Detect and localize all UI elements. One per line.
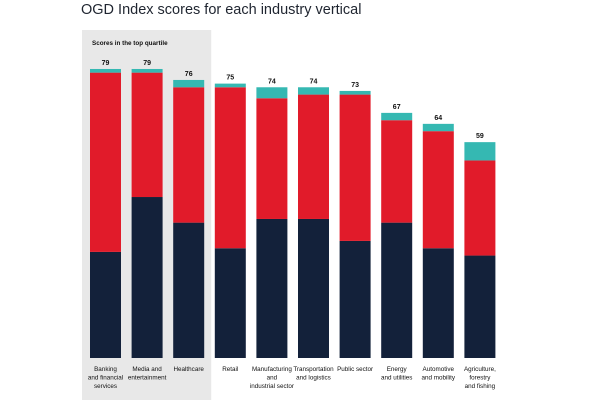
bar-automotive-and-mobility-segment-3	[422, 123, 454, 132]
bar-retail-segment-3	[214, 83, 246, 88]
category-label-automotive-and-mobility: Automotive and mobility	[421, 366, 455, 381]
bar-automotive-and-mobility-segment-1	[422, 248, 454, 358]
chart-title: OGD Index scores for each industry verti…	[81, 2, 362, 18]
bar-healthcare-segment-2	[173, 87, 205, 223]
bar-manufacturing-and-industrial-sector-segment-1	[256, 218, 288, 358]
category-label-manufacturing-and-industrial-sector: Manufacturing and industrial sector	[250, 366, 294, 390]
bar-manufacturing-and-industrial-sector-segment-2	[256, 98, 288, 219]
bar-public-sector-segment-1	[339, 240, 371, 358]
category-label-energy-and-utilities: Energy and utilities	[381, 366, 413, 381]
category-label-banking-and-financial-services: Banking and financial services	[88, 366, 123, 390]
category-label-healthcare: Healthcare	[173, 366, 204, 373]
category-label-public-sector: Public sector	[337, 366, 373, 373]
bar-healthcare-segment-1	[173, 222, 205, 358]
bar-media-and-entertainment-segment-3	[131, 68, 163, 73]
value-label-transportation-and-logistics: 74	[310, 78, 318, 85]
category-label-transportation-and-logistics: Transportation and logistics	[293, 366, 334, 381]
category-labels-group: Banking and financial services Media and ent…	[88, 366, 496, 390]
bar-public-sector-segment-3	[339, 90, 371, 95]
bar-retail-segment-1	[214, 248, 246, 358]
bar-healthcare-segment-3	[173, 79, 205, 88]
bar-media-and-entertainment-segment-1	[131, 197, 163, 358]
top-quartile-label: Scores in the top quartile	[92, 40, 168, 47]
bars-group	[90, 68, 496, 358]
value-label-automotive-and-mobility: 64	[434, 115, 442, 122]
value-labels-group: 79 79 76 75 74 74 73 67 64 59	[102, 60, 484, 140]
bar-manufacturing-and-industrial-sector-segment-3	[256, 87, 288, 99]
value-label-energy-and-utilities: 67	[393, 104, 401, 111]
bar-agriculture-forestry-and-fishing-segment-1	[464, 255, 496, 358]
value-label-healthcare: 76	[185, 71, 193, 78]
bar-transportation-and-logistics-segment-1	[298, 218, 329, 358]
bar-public-sector-segment-2	[339, 94, 371, 241]
category-label-agriculture-forestry-and-fishing: Agriculture, forestry and fishing	[464, 366, 496, 390]
value-label-public-sector: 73	[351, 82, 359, 89]
bar-banking-and-financial-services-segment-3	[90, 68, 121, 73]
bar-banking-and-financial-services-segment-1	[90, 251, 121, 358]
bar-media-and-entertainment-segment-2	[131, 72, 163, 198]
value-label-banking-and-financial-services: 79	[102, 60, 110, 67]
bar-energy-and-utilities-segment-2	[381, 120, 413, 223]
value-label-media-and-entertainment: 79	[143, 60, 151, 67]
bar-transportation-and-logistics-segment-2	[298, 94, 329, 219]
bar-retail-segment-2	[214, 87, 246, 249]
bar-agriculture-forestry-and-fishing-segment-3	[464, 142, 496, 161]
bar-banking-and-financial-services-segment-2	[90, 72, 121, 252]
bar-transportation-and-logistics-segment-3	[298, 87, 329, 95]
category-label-media-and-entertainment: Media and entertainment	[128, 366, 167, 381]
category-label-retail: Retail	[222, 366, 238, 373]
bar-agriculture-forestry-and-fishing-segment-2	[464, 160, 496, 256]
value-label-retail: 75	[226, 75, 234, 82]
bar-automotive-and-mobility-segment-2	[422, 131, 454, 249]
value-label-manufacturing-and-industrial-sector: 74	[268, 78, 276, 85]
bar-energy-and-utilities-segment-3	[381, 112, 413, 121]
value-label-agriculture-forestry-and-fishing: 59	[476, 133, 484, 140]
bar-energy-and-utilities-segment-1	[381, 222, 413, 358]
